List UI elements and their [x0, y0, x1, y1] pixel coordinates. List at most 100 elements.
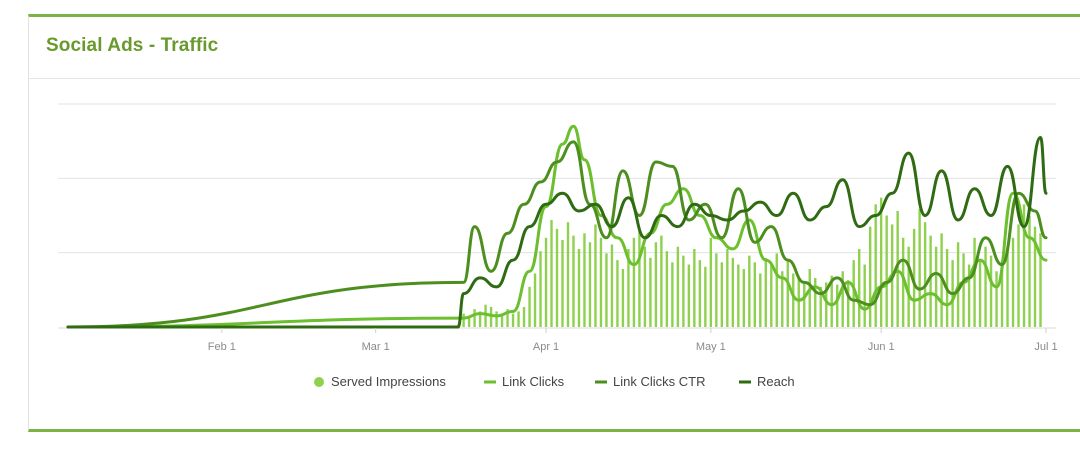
link-clicks-ctr-line: [66, 140, 1048, 329]
served-impressions-bar: [473, 309, 476, 327]
served-impressions-bar: [781, 271, 784, 327]
served-impressions-bars: [462, 197, 1042, 327]
served-impressions-bar: [638, 231, 641, 327]
series-lines: [66, 124, 1048, 329]
served-impressions-bar: [973, 237, 976, 327]
legend-marker: [595, 380, 607, 384]
served-impressions-bar: [929, 235, 932, 327]
served-impressions-bar: [649, 257, 652, 327]
served-impressions-bar: [572, 235, 575, 327]
served-impressions-bar: [792, 273, 795, 327]
served-impressions-bar: [687, 264, 691, 327]
legend-link-clicks-ctr[interactable]: Link Clicks CTR: [595, 374, 705, 389]
served-impressions-bar: [660, 235, 663, 327]
served-impressions-bar: [737, 264, 740, 327]
served-impressions-bar: [775, 253, 778, 327]
served-impressions-bar: [819, 286, 822, 327]
served-impressions-bar: [808, 269, 811, 327]
served-impressions-bar: [522, 306, 526, 327]
served-impressions-bar: [934, 246, 938, 327]
served-impressions-bar: [962, 253, 965, 327]
served-impressions-bar: [478, 311, 482, 327]
legend-marker: [739, 380, 751, 384]
panel-title: Social Ads - Traffic: [46, 35, 219, 56]
chart-legend[interactable]: Served Impressions Link Clicks Link Clicks…: [314, 374, 795, 389]
served-impressions-bar: [731, 257, 735, 327]
legend-label: Served Impressions: [331, 374, 446, 389]
served-impressions-bar: [676, 246, 680, 327]
served-impressions-bar: [786, 260, 789, 327]
served-impressions-bar: [896, 211, 899, 327]
legend-reach[interactable]: Reach: [739, 374, 795, 389]
served-impressions-bar: [616, 260, 619, 327]
served-impressions-bar: [967, 264, 971, 327]
served-impressions-bar: [605, 253, 608, 327]
served-impressions-bar: [693, 248, 696, 327]
served-impressions-bar: [544, 237, 548, 327]
served-impressions-bar: [511, 313, 515, 327]
panel-header: Social Ads - Traffic: [29, 17, 1080, 79]
served-impressions-bar: [594, 224, 597, 327]
served-impressions-bar: [1039, 233, 1042, 327]
served-impressions-bar: [1017, 224, 1020, 327]
served-impressions-bar: [836, 284, 839, 327]
served-impressions-bar: [528, 286, 531, 327]
served-impressions-bar: [495, 311, 498, 327]
served-impressions-bar: [709, 237, 713, 327]
served-impressions-bar: [830, 275, 833, 327]
served-impressions-bar: [918, 208, 921, 327]
served-impressions-bar: [742, 269, 746, 327]
served-impressions-bar: [561, 240, 564, 327]
served-impressions-bar: [841, 271, 844, 327]
served-impressions-bar: [627, 248, 630, 327]
served-impressions-bar: [577, 248, 581, 327]
served-impressions-bar: [550, 219, 553, 327]
served-impressions-bar: [539, 251, 542, 327]
served-impressions-bar: [588, 242, 592, 327]
legend-link-clicks[interactable]: Link Clicks: [484, 374, 565, 389]
served-impressions-bar: [467, 315, 471, 327]
served-impressions-bar: [863, 264, 866, 327]
served-impressions-bar: [665, 251, 669, 327]
served-impressions-bar: [868, 226, 872, 327]
served-impressions-bar: [912, 228, 916, 327]
link-clicks-line: [66, 124, 1048, 329]
served-impressions-bar: [621, 269, 625, 327]
served-impressions-bar: [1011, 237, 1015, 327]
served-impressions-bar: [1028, 215, 1031, 327]
x-tick-label: May 1: [696, 341, 726, 353]
served-impressions-bar: [770, 264, 773, 327]
x-tick-label: Feb 1: [208, 341, 236, 353]
served-impressions-bar: [517, 311, 520, 327]
served-impressions-bar: [506, 309, 509, 327]
legend-label: Link Clicks: [502, 374, 565, 389]
served-impressions-bar: [462, 313, 465, 327]
served-impressions-bar: [632, 237, 636, 327]
x-tick-label: Jun 1: [868, 341, 895, 353]
legend-label: Link Clicks CTR: [613, 374, 705, 389]
served-impressions-bar: [698, 260, 702, 327]
served-impressions-bar: [671, 262, 674, 327]
x-axis-ticks: Feb 1 Mar 1 Apr 1 May 1 Jun 1 Jul 1: [208, 328, 1058, 353]
served-impressions-bar: [1006, 248, 1009, 327]
served-impressions-bar: [489, 306, 493, 327]
served-impressions-bar: [1033, 226, 1037, 327]
served-impressions-bar: [857, 248, 861, 327]
x-tick-label: Mar 1: [362, 341, 390, 353]
served-impressions-bar: [753, 262, 756, 327]
served-impressions-bar: [825, 282, 828, 327]
legend-marker: [484, 380, 496, 384]
served-impressions-bar: [995, 271, 998, 327]
served-impressions-bar: [484, 304, 487, 327]
served-impressions-bar: [715, 253, 718, 327]
served-impressions-bar: [907, 246, 910, 327]
served-impressions-bar: [704, 266, 707, 327]
x-tick-label: Jul 1: [1034, 341, 1057, 353]
served-impressions-bar: [583, 233, 586, 327]
served-impressions-bar: [984, 246, 987, 327]
served-impressions-bar: [885, 215, 888, 327]
legend-served-impressions[interactable]: Served Impressions: [314, 374, 446, 389]
served-impressions-bar: [764, 257, 767, 327]
served-impressions-bar: [879, 197, 883, 327]
